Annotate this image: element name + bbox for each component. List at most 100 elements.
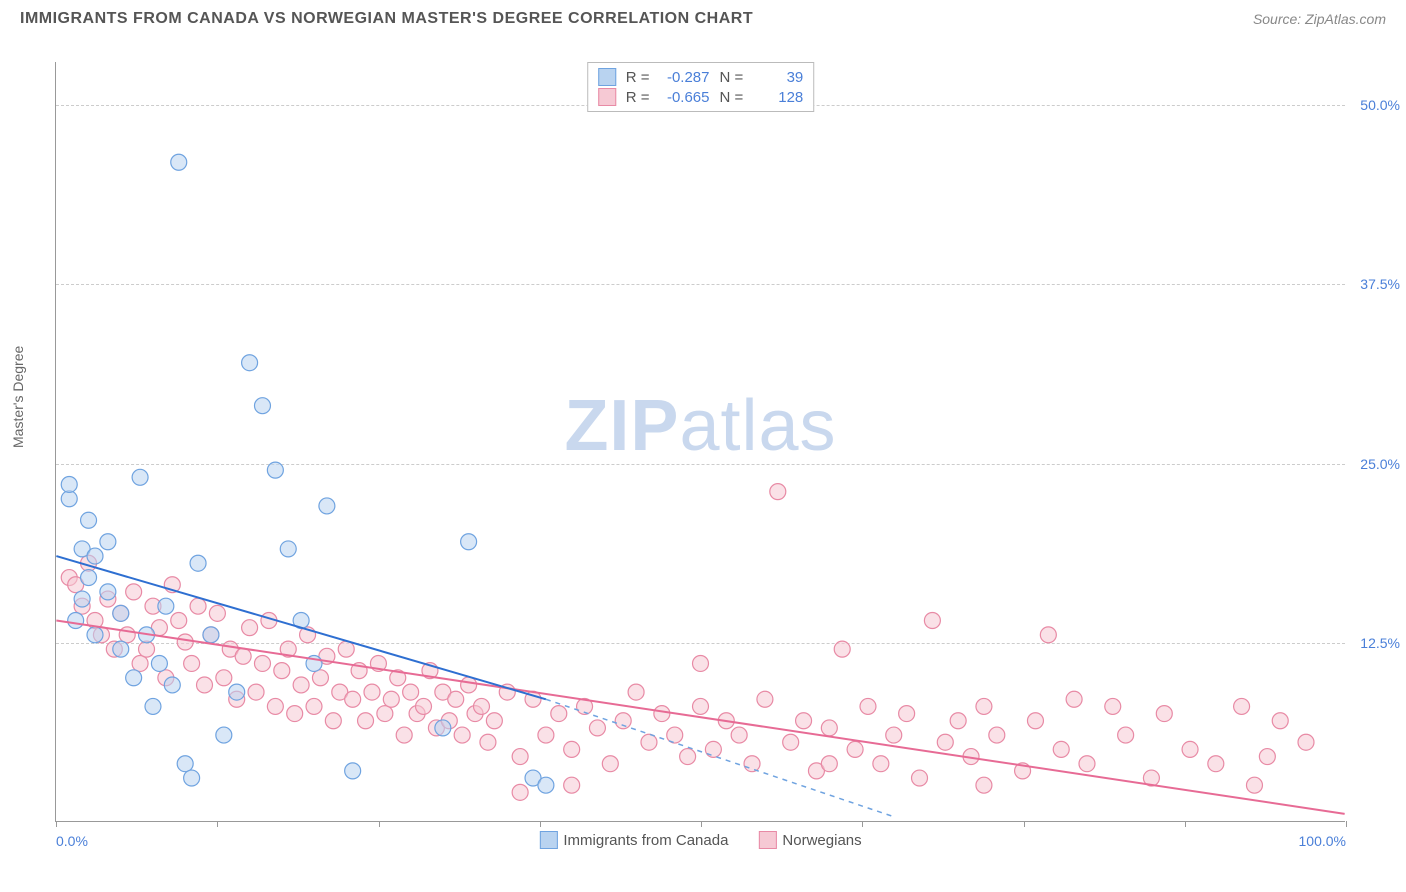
data-point	[338, 641, 354, 657]
data-point	[113, 605, 129, 621]
data-point	[254, 655, 270, 671]
data-point	[1208, 756, 1224, 772]
data-point	[976, 698, 992, 714]
x-tick	[1346, 821, 1347, 827]
data-point	[1234, 698, 1250, 714]
data-point	[693, 655, 709, 671]
x-tick	[379, 821, 380, 827]
data-point	[345, 763, 361, 779]
data-point	[287, 706, 303, 722]
data-point	[1259, 749, 1275, 765]
trend-line-norwegians	[56, 621, 1344, 814]
data-point	[757, 691, 773, 707]
data-point	[209, 605, 225, 621]
data-point	[132, 655, 148, 671]
data-point	[551, 706, 567, 722]
data-point	[564, 777, 580, 793]
data-point	[229, 684, 245, 700]
x-tick	[1185, 821, 1186, 827]
y-tick-label: 50.0%	[1350, 97, 1400, 113]
data-point	[177, 756, 193, 772]
data-point	[216, 670, 232, 686]
data-point	[950, 713, 966, 729]
legend-series: Immigrants from Canada Norwegians	[539, 831, 861, 849]
data-point	[403, 684, 419, 700]
data-point	[87, 548, 103, 564]
x-tick	[217, 821, 218, 827]
data-point	[74, 591, 90, 607]
data-point	[81, 570, 97, 586]
data-point	[989, 727, 1005, 743]
data-point	[473, 698, 489, 714]
chart-plot-area: ZIPatlas R = -0.287 N = 39 R = -0.665 N …	[55, 62, 1345, 822]
data-point	[1182, 741, 1198, 757]
data-point	[61, 476, 77, 492]
data-point	[461, 677, 477, 693]
data-point	[860, 698, 876, 714]
data-point	[113, 641, 129, 657]
data-point	[267, 698, 283, 714]
y-tick-label: 37.5%	[1350, 276, 1400, 292]
data-point	[139, 641, 155, 657]
data-point	[377, 706, 393, 722]
y-axis-label: Master's Degree	[10, 346, 26, 448]
chart-title: IMMIGRANTS FROM CANADA VS NORWEGIAN MAST…	[20, 10, 753, 28]
x-tick-label: 0.0%	[56, 833, 88, 849]
data-point	[203, 627, 219, 643]
legend-stats-row-1: R = -0.287 N = 39	[598, 67, 804, 87]
data-point	[1246, 777, 1262, 793]
x-tick	[862, 821, 863, 827]
data-point	[705, 741, 721, 757]
data-point	[319, 498, 335, 514]
data-point	[435, 720, 451, 736]
legend-stats: R = -0.287 N = 39 R = -0.665 N = 128	[587, 62, 815, 112]
data-point	[132, 469, 148, 485]
x-tick	[701, 821, 702, 827]
data-point	[1066, 691, 1082, 707]
data-point	[248, 684, 264, 700]
data-point	[325, 713, 341, 729]
data-point	[628, 684, 644, 700]
data-point	[383, 691, 399, 707]
data-point	[654, 706, 670, 722]
data-point	[364, 684, 380, 700]
data-point	[158, 598, 174, 614]
data-point	[937, 734, 953, 750]
data-point	[512, 784, 528, 800]
data-point	[512, 749, 528, 765]
data-point	[1027, 713, 1043, 729]
data-point	[448, 691, 464, 707]
data-point	[126, 584, 142, 600]
data-point	[924, 613, 940, 629]
data-point	[641, 734, 657, 750]
data-point	[242, 620, 258, 636]
data-point	[1040, 627, 1056, 643]
data-point	[312, 670, 328, 686]
data-point	[197, 677, 213, 693]
data-point	[171, 154, 187, 170]
data-point	[68, 613, 84, 629]
legend-swatch-blue	[598, 68, 616, 86]
data-point	[274, 663, 290, 679]
data-point	[821, 720, 837, 736]
data-point	[680, 749, 696, 765]
data-point	[1298, 734, 1314, 750]
legend-stats-row-2: R = -0.665 N = 128	[598, 87, 804, 107]
data-point	[145, 698, 161, 714]
data-point	[280, 541, 296, 557]
data-point	[564, 741, 580, 757]
data-point	[486, 713, 502, 729]
data-point	[100, 534, 116, 550]
data-point	[886, 727, 902, 743]
data-point	[461, 534, 477, 550]
data-point	[190, 555, 206, 571]
y-tick-label: 12.5%	[1350, 635, 1400, 651]
data-point	[873, 756, 889, 772]
data-point	[216, 727, 232, 743]
data-point	[912, 770, 928, 786]
data-point	[100, 584, 116, 600]
data-point	[834, 641, 850, 657]
data-point	[783, 734, 799, 750]
data-point	[538, 777, 554, 793]
data-point	[899, 706, 915, 722]
